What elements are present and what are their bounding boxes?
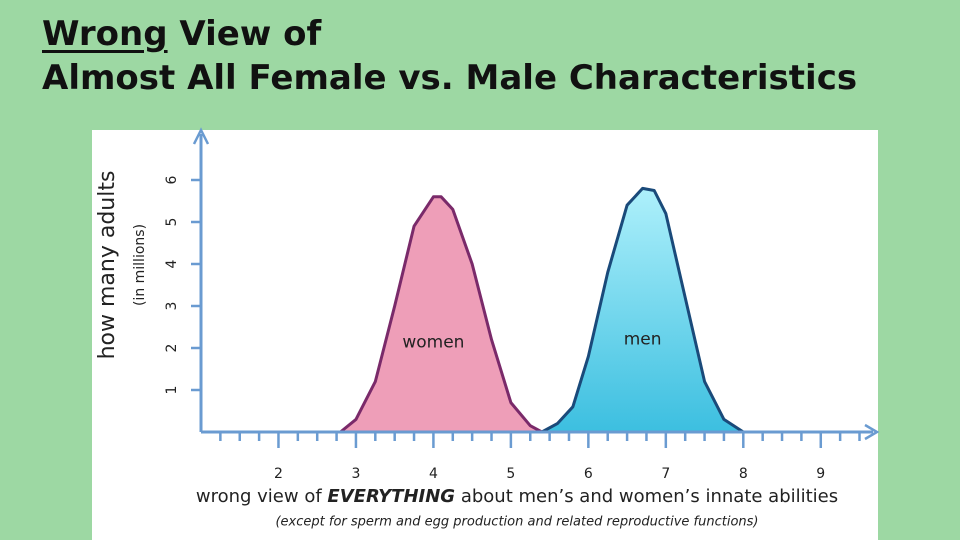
- x-tick-label: 4: [429, 466, 438, 482]
- y-arrow: [192, 127, 210, 145]
- series-label: men: [624, 329, 662, 349]
- x-label-part: wrong view of: [196, 486, 322, 507]
- y-tick-label: 4: [164, 259, 180, 268]
- slide-title: Wrong View of Almost All Female vs. Male…: [42, 12, 857, 100]
- area: [540, 186, 745, 434]
- title-line: View of: [179, 14, 322, 54]
- x-arrow: [864, 423, 880, 441]
- x-label-part: about men’s and women’s innate abilities: [461, 486, 838, 507]
- y-tick-label: 6: [164, 175, 180, 184]
- x-axis-label: wrong view of EVERYTHING about men’s and…: [196, 486, 838, 507]
- y-axis-sublabel: (in millions): [132, 224, 148, 306]
- note: (except for sperm and egg production and…: [275, 515, 758, 530]
- x-tick-label: 2: [274, 466, 283, 482]
- x-tick-label: 7: [661, 466, 670, 482]
- y-tick-label: 3: [164, 302, 180, 311]
- x-tick-label: 5: [506, 466, 515, 482]
- y-tick-label: 2: [164, 344, 180, 353]
- y-axis-label: how many adults: [95, 171, 120, 360]
- x-tick-label: 3: [351, 466, 360, 482]
- title-line: Almost All Female vs. Male Characteristi…: [42, 58, 858, 98]
- x-tick-label: 9: [816, 466, 825, 482]
- title-emphasis: Wrong: [42, 14, 168, 54]
- x-tick-label: 6: [584, 466, 593, 482]
- x-tick-label: 8: [739, 466, 748, 482]
- series-label: women: [402, 333, 464, 353]
- y-tick-label: 1: [164, 386, 180, 395]
- x-label-emphasis: EVERYTHING: [327, 486, 455, 507]
- area: [338, 195, 544, 434]
- y-tick-label: 5: [164, 218, 180, 227]
